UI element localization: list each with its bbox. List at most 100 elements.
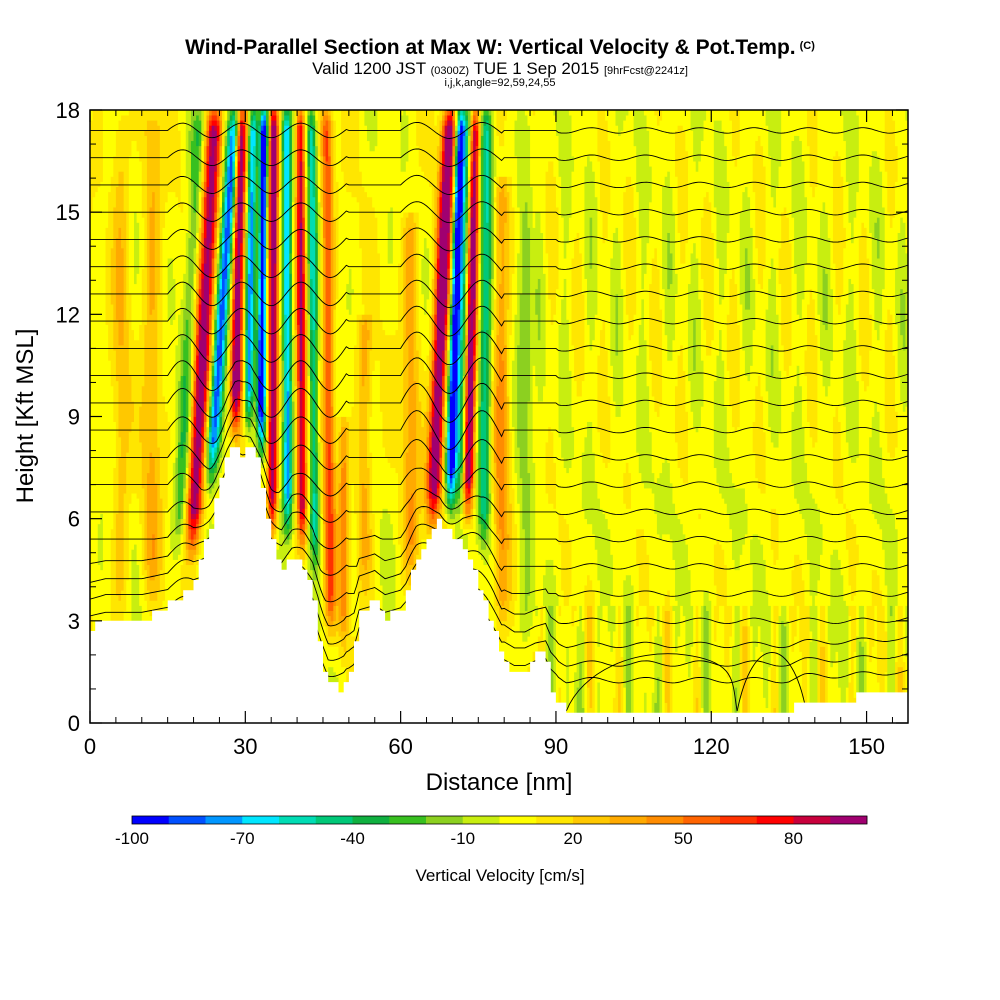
velocity-cell: [506, 309, 510, 397]
velocity-cell: [638, 110, 642, 239]
velocity-cell: [188, 488, 192, 499]
velocity-cell: [835, 498, 839, 550]
velocity-cell: [558, 544, 562, 606]
velocity-cell: [493, 196, 498, 203]
velocity-cell: [840, 293, 844, 458]
velocity-cell: [405, 110, 409, 116]
velocity-cell: [682, 533, 686, 617]
velocity-cell: [152, 457, 156, 535]
velocity-cell: [90, 615, 94, 637]
velocity-cell: [183, 110, 187, 274]
velocity-cell: [146, 472, 151, 566]
velocity-cell: [206, 217, 210, 305]
colorbar-swatch: [389, 816, 427, 824]
velocity-cell: [196, 375, 200, 402]
velocity-cell: [700, 605, 705, 709]
velocity-cell: [271, 503, 275, 514]
velocity-cell: [543, 574, 547, 606]
velocity-cell: [809, 288, 813, 438]
velocity-cell: [509, 631, 513, 678]
velocity-cell: [641, 288, 645, 300]
velocity-cell: [258, 426, 262, 433]
velocity-cell: [126, 452, 130, 581]
velocity-cell: [253, 201, 257, 264]
velocity-cell: [457, 355, 461, 387]
velocity-cell: [832, 549, 837, 663]
velocity-cell: [289, 472, 293, 494]
velocity-cell: [825, 212, 829, 274]
velocity-cell: [354, 344, 358, 514]
velocity-cell: [504, 196, 508, 223]
velocity-cell: [465, 120, 469, 131]
velocity-cell: [144, 135, 148, 325]
velocity-cell: [465, 314, 469, 336]
velocity-cell: [203, 385, 208, 402]
velocity-cell: [442, 390, 446, 407]
velocity-cell: [628, 574, 632, 606]
velocity-cell: [493, 462, 498, 525]
velocity-cell: [416, 145, 420, 213]
velocity-cell: [729, 636, 733, 714]
velocity-cell: [475, 401, 479, 453]
velocity-cell: [662, 533, 666, 606]
velocity-cell: [431, 339, 435, 361]
velocity-cell: [185, 232, 189, 285]
velocity-cell: [410, 212, 415, 228]
velocity-cell: [460, 242, 464, 274]
velocity-cell: [807, 656, 811, 723]
velocity-cell: [180, 110, 184, 203]
velocity-cell: [266, 145, 270, 177]
velocity-cell: [325, 625, 329, 642]
velocity-cell: [615, 110, 619, 126]
velocity-cell: [234, 421, 239, 428]
velocity-cell: [320, 110, 324, 121]
velocity-cell: [237, 426, 241, 438]
velocity-cell: [669, 253, 674, 285]
velocity-cell: [408, 544, 412, 566]
velocity-cell: [209, 115, 213, 121]
velocity-cell: [804, 110, 808, 198]
velocity-cell: [488, 125, 492, 279]
velocity-cell: [568, 110, 573, 116]
velocity-cell: [747, 110, 751, 198]
velocity-cell: [599, 620, 604, 714]
velocity-cell: [690, 411, 694, 606]
velocity-cell: [310, 110, 314, 116]
velocity-cell: [126, 115, 130, 320]
velocity-cell: [333, 646, 337, 673]
velocity-cell: [447, 472, 451, 484]
velocity-cell: [232, 186, 236, 198]
velocity-cell: [900, 110, 904, 218]
velocity-cell: [527, 401, 531, 474]
velocity-cell: [452, 268, 456, 285]
velocity-cell: [871, 150, 875, 290]
velocity-cell: [310, 329, 314, 382]
velocity-cell: [863, 110, 868, 228]
velocity-cell: [452, 155, 456, 167]
velocity-cell: [234, 411, 239, 417]
velocity-cell: [695, 431, 699, 606]
velocity-cell: [716, 620, 720, 723]
velocity-cell: [755, 385, 759, 479]
velocity-cell: [876, 411, 881, 525]
velocity-cell: [618, 605, 622, 683]
velocity-cell: [431, 314, 435, 341]
velocity-cell: [592, 533, 596, 591]
velocity-cell: [825, 110, 829, 213]
velocity-cell: [493, 176, 498, 198]
velocity-cell: [310, 278, 314, 331]
velocity-cell: [669, 605, 674, 723]
velocity-cell: [196, 186, 200, 213]
velocity-cell: [848, 110, 852, 223]
velocity-cell: [136, 222, 140, 274]
velocity-cell: [514, 472, 518, 525]
velocity-cell: [263, 421, 267, 433]
velocity-cell: [900, 334, 904, 402]
velocity-cell: [234, 416, 239, 423]
velocity-cell: [206, 130, 210, 147]
velocity-cell: [281, 120, 285, 131]
velocity-cell: [623, 191, 627, 269]
velocity-cell: [201, 523, 205, 540]
velocity-cell: [856, 544, 860, 566]
